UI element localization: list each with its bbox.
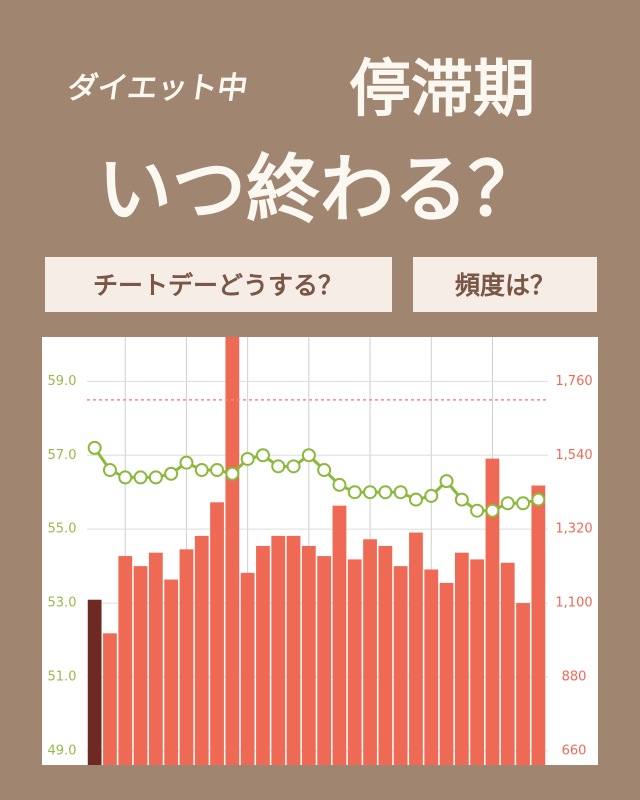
weight-point bbox=[332, 477, 347, 492]
bar bbox=[240, 572, 255, 765]
bar bbox=[286, 535, 301, 765]
bar bbox=[470, 559, 485, 765]
tag: 頻度は？ bbox=[455, 271, 555, 300]
bar bbox=[454, 552, 469, 765]
title: 停滞期 bbox=[349, 52, 535, 125]
y2-tick-label: 1,100 bbox=[555, 596, 592, 611]
weight-point bbox=[470, 503, 485, 518]
y-tick-label: 53.0 bbox=[48, 596, 77, 611]
weight-point bbox=[148, 470, 163, 485]
weight-point bbox=[210, 463, 225, 478]
weight-point bbox=[363, 485, 378, 500]
subtitle: いつ終わる？ bbox=[98, 147, 542, 233]
y-tick-label: 55.0 bbox=[48, 522, 77, 537]
bar bbox=[87, 599, 102, 765]
bar bbox=[332, 505, 347, 765]
bar bbox=[439, 582, 454, 765]
weight-point bbox=[133, 470, 148, 485]
bar bbox=[363, 539, 377, 765]
weight-point bbox=[439, 474, 454, 489]
weight-point bbox=[194, 463, 209, 478]
tag-box bbox=[413, 257, 597, 312]
y-tick-label: 51.0 bbox=[48, 670, 77, 685]
kicker: ダイエット中 bbox=[65, 70, 250, 106]
weight-point bbox=[393, 485, 408, 500]
bar bbox=[347, 559, 362, 765]
plot bbox=[87, 337, 548, 765]
bar bbox=[500, 562, 515, 765]
bar bbox=[133, 566, 148, 765]
bar bbox=[210, 502, 224, 765]
weight-point bbox=[179, 455, 194, 470]
weight-point bbox=[225, 466, 240, 481]
weight-point bbox=[255, 448, 270, 463]
weight-point bbox=[454, 492, 469, 507]
bar bbox=[317, 556, 332, 765]
weight-point bbox=[87, 440, 102, 455]
bar bbox=[531, 485, 546, 765]
weight-point bbox=[301, 448, 316, 463]
y2-tick-label: 880 bbox=[562, 670, 587, 685]
weight-point bbox=[347, 485, 362, 500]
y2-tick-label: 1,540 bbox=[555, 448, 592, 463]
bar bbox=[378, 545, 393, 765]
weight-point bbox=[286, 459, 301, 474]
y2-tick-label: 1,760 bbox=[555, 374, 592, 389]
bar bbox=[485, 458, 500, 765]
bar bbox=[271, 535, 286, 765]
y-tick-label: 57.0 bbox=[48, 448, 77, 463]
bar bbox=[148, 552, 163, 765]
weight-point bbox=[164, 466, 179, 481]
bar bbox=[225, 337, 240, 765]
bar bbox=[409, 532, 423, 765]
bar bbox=[393, 566, 408, 765]
weight-point bbox=[102, 463, 117, 478]
weight-point bbox=[378, 485, 393, 500]
y-tick-label: 59.0 bbox=[48, 374, 77, 389]
bar bbox=[164, 579, 179, 765]
bar bbox=[256, 545, 270, 765]
weight-point bbox=[118, 470, 133, 485]
weight-point bbox=[424, 488, 439, 503]
y2-tick-label: 660 bbox=[562, 743, 587, 758]
weight-point bbox=[516, 496, 531, 511]
bar bbox=[301, 545, 316, 765]
weight-point bbox=[317, 463, 332, 478]
weight-point bbox=[271, 459, 286, 474]
tag-box bbox=[45, 257, 392, 312]
bar bbox=[516, 603, 530, 765]
weight-point bbox=[408, 492, 423, 507]
tag: チートデーどうする？ bbox=[93, 271, 343, 300]
weight-point bbox=[240, 451, 255, 466]
bar bbox=[179, 549, 194, 765]
y-tick-label: 49.0 bbox=[48, 743, 77, 758]
bar bbox=[118, 556, 133, 765]
y2-tick-label: 1,320 bbox=[555, 522, 592, 537]
bar bbox=[424, 569, 439, 765]
bar bbox=[194, 535, 209, 765]
weight-point bbox=[531, 492, 546, 507]
bar bbox=[103, 633, 117, 765]
weight-point bbox=[500, 496, 515, 511]
weight-point bbox=[485, 503, 500, 518]
